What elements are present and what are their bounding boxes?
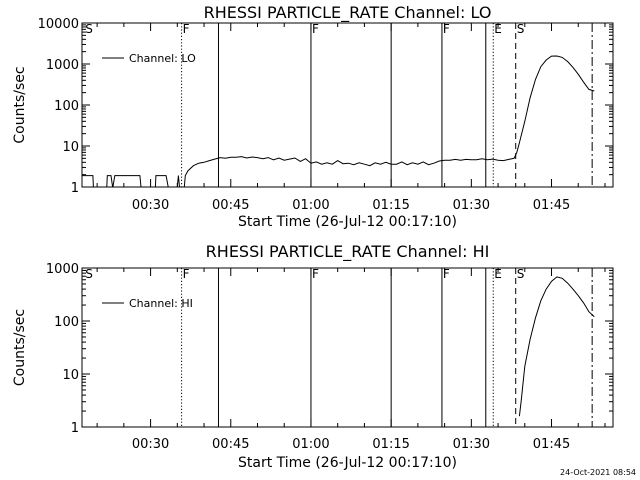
footer-timestamp: 24-Oct-2021 08:54 (560, 468, 636, 477)
event-marker-label: F (443, 267, 450, 281)
y-tick-label: 10000 (38, 17, 79, 32)
x-tick-label: 01:00 (292, 437, 329, 452)
x-tick-label: 01:30 (453, 437, 490, 452)
event-marker-label: F (312, 22, 319, 36)
panel-channel-hi: RHESSI PARTICLE_RATE Channel: HI Start Ti… (12, 242, 614, 471)
plot-frame (81, 22, 614, 188)
x-tick-label: 00:30 (132, 198, 169, 213)
y-tick-label: 100 (54, 99, 79, 114)
x-tick-label: 00:45 (212, 437, 249, 452)
y-tick-label: 1 (71, 181, 79, 196)
series-line-channel-lo (82, 55, 595, 187)
event-marker-label: S (517, 267, 525, 281)
y-tick-label: 1 (71, 421, 79, 436)
y-axis-label: Counts/sec (12, 66, 28, 143)
event-marker-label: E (494, 267, 502, 281)
y-tick-label: 1000 (46, 58, 79, 73)
x-tick-label: 00:30 (132, 437, 169, 452)
y-axis-label: Counts/sec (12, 309, 28, 386)
y-tick-label: 10 (62, 368, 79, 383)
x-tick-label: 00:45 (212, 198, 249, 213)
x-tick-label: 01:45 (533, 437, 570, 452)
legend-label: Channel: HI (129, 297, 193, 310)
x-tick-label: 01:30 (453, 198, 490, 213)
x-axis-label: Start Time (26-Jul-12 00:17:10) (238, 455, 457, 471)
y-tick-label: 100 (54, 315, 79, 330)
event-marker-label: F (183, 22, 190, 36)
event-marker-label: S (85, 22, 93, 36)
x-tick-label: 01:15 (372, 198, 409, 213)
chart-title: RHESSI PARTICLE_RATE Channel: HI (206, 242, 490, 262)
y-tick-label: 1000 (46, 262, 79, 277)
legend-label: Channel: LO (129, 52, 196, 65)
x-tick-label: 01:45 (533, 198, 570, 213)
chart-title: RHESSI PARTICLE_RATE Channel: LO (204, 3, 492, 23)
panel-channel-lo: RHESSI PARTICLE_RATE Channel: LO Start Ti… (12, 3, 614, 230)
x-tick-label: 01:15 (372, 437, 409, 452)
event-marker-label: S (85, 267, 93, 281)
event-marker-label: F (312, 267, 319, 281)
plot-frame (81, 267, 614, 428)
series-line-channel-hi (518, 276, 595, 417)
event-marker-label: F (443, 22, 450, 36)
event-marker-label: S (517, 22, 525, 36)
x-axis-label: Start Time (26-Jul-12 00:17:10) (238, 214, 457, 230)
y-tick-label: 10 (62, 140, 79, 155)
event-marker-label: F (183, 267, 190, 281)
event-marker-label: E (494, 22, 502, 36)
x-tick-label: 01:00 (292, 198, 329, 213)
